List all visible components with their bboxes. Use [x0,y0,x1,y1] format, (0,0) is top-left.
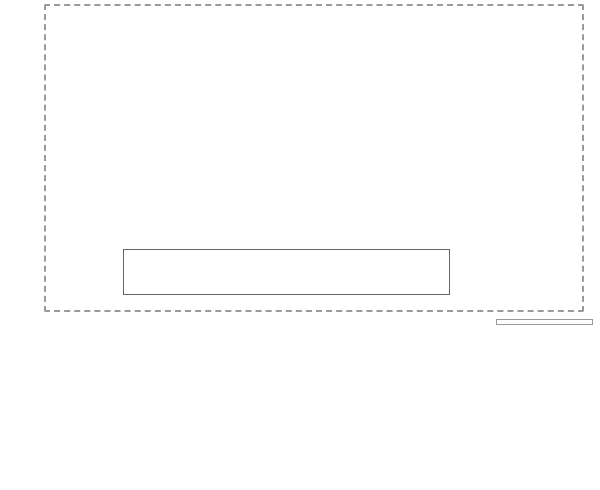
panel-a-schematic-border [44,4,584,312]
molecule-legend [123,249,450,295]
pl-decay-chart [385,312,600,490]
xps-chart [200,312,400,490]
pl-legend [496,319,593,325]
ftir-chart [0,312,200,490]
